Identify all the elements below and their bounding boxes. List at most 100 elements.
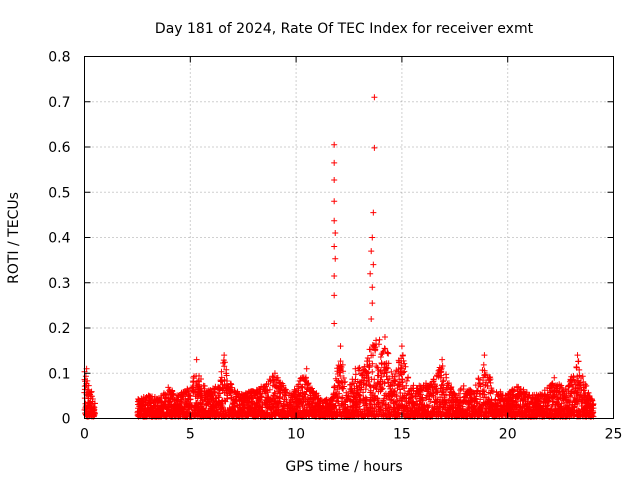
data-point — [523, 389, 530, 396]
data-point — [403, 382, 410, 389]
data-point — [378, 373, 385, 380]
data-point — [342, 378, 349, 385]
data-point — [88, 393, 95, 400]
data-point — [356, 403, 363, 410]
data-point — [378, 351, 385, 358]
data-point — [364, 355, 371, 362]
data-point — [229, 384, 236, 391]
data-point — [356, 364, 363, 371]
data-point — [574, 352, 581, 359]
y-tick-label: 0.6 — [48, 140, 70, 156]
data-point — [423, 395, 430, 402]
data-point — [378, 386, 385, 393]
data-point — [218, 368, 225, 375]
data-point — [201, 383, 208, 390]
data-point — [489, 388, 496, 395]
data-point — [400, 369, 407, 376]
data-point — [418, 391, 425, 398]
data-point — [419, 387, 426, 394]
data-point — [590, 400, 597, 407]
data-point — [369, 284, 376, 291]
data-point — [571, 379, 578, 386]
data-point — [169, 390, 176, 397]
data-point — [371, 376, 378, 383]
data-point — [331, 198, 338, 205]
y-tick-label: 0.3 — [48, 276, 70, 292]
data-point — [332, 255, 339, 262]
data-point — [82, 373, 89, 380]
data-point — [193, 356, 200, 363]
data-point — [363, 396, 370, 403]
data-point — [331, 141, 338, 148]
data-point — [487, 379, 494, 386]
data-point — [266, 386, 273, 393]
data-point — [384, 350, 391, 357]
data-points — [81, 94, 597, 420]
data-point — [352, 365, 359, 372]
data-point — [384, 365, 391, 372]
data-point — [369, 352, 376, 359]
data-point — [212, 395, 219, 402]
data-point — [331, 272, 338, 279]
data-point — [570, 374, 577, 381]
data-point — [551, 374, 558, 381]
data-point — [362, 386, 369, 393]
data-point — [484, 382, 491, 389]
data-point — [548, 403, 555, 410]
data-point — [221, 363, 228, 370]
data-point — [385, 350, 392, 357]
x-tick-labels: 0 5 10 15 20 25 — [80, 427, 622, 443]
data-point — [223, 366, 230, 373]
data-point — [558, 384, 565, 391]
data-point — [224, 378, 231, 385]
data-point — [308, 385, 315, 392]
data-point — [351, 380, 358, 387]
data-point — [331, 159, 338, 166]
y-tick-label: 0.7 — [48, 95, 70, 111]
data-point — [401, 360, 408, 367]
data-point — [440, 377, 447, 384]
data-point — [439, 356, 446, 363]
data-point — [573, 364, 580, 371]
data-point — [481, 352, 488, 359]
data-point — [221, 359, 228, 366]
x-tick-label: 0 — [80, 427, 89, 443]
data-point — [576, 366, 583, 373]
data-point — [384, 369, 391, 376]
data-point — [410, 382, 417, 389]
data-point — [177, 396, 184, 403]
data-point — [217, 390, 224, 397]
data-point — [398, 343, 405, 350]
data-point — [393, 392, 400, 399]
data-point — [258, 394, 265, 401]
data-point — [339, 394, 346, 401]
data-point — [555, 396, 562, 403]
data-point — [331, 320, 338, 327]
data-point — [585, 390, 592, 397]
data-point — [337, 372, 344, 379]
data-point — [439, 362, 446, 369]
data-point — [331, 177, 338, 184]
data-point — [369, 234, 376, 241]
data-point — [339, 361, 346, 368]
data-point — [477, 380, 484, 387]
data-point — [367, 270, 374, 277]
data-point — [347, 403, 354, 410]
data-point — [91, 400, 98, 407]
data-point — [452, 392, 459, 399]
data-point — [370, 261, 377, 268]
data-point — [407, 396, 414, 403]
data-point — [513, 384, 520, 391]
data-point — [423, 380, 430, 387]
data-point — [486, 377, 493, 384]
axis-ticks — [84, 56, 614, 419]
data-point — [557, 383, 564, 390]
data-point — [89, 396, 96, 403]
data-point — [398, 365, 405, 372]
data-point — [369, 360, 376, 367]
data-point — [364, 370, 371, 377]
data-point — [430, 376, 437, 383]
data-point — [352, 371, 359, 378]
data-point — [366, 364, 373, 371]
